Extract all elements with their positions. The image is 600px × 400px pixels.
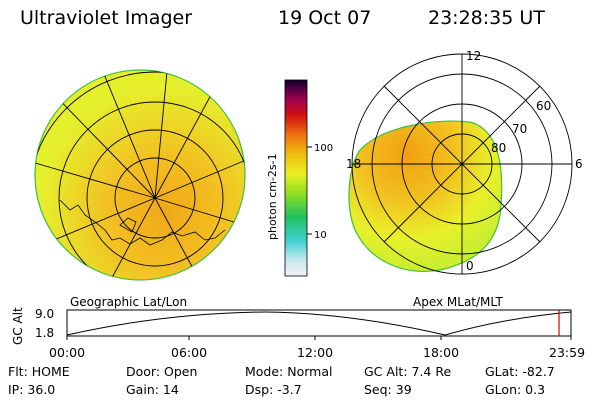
mlt-label-12: 12 bbox=[466, 49, 481, 63]
mlat-label-80: 80 bbox=[491, 141, 506, 155]
status-mode: Mode: Normal bbox=[245, 364, 333, 379]
mlat-label-70: 70 bbox=[512, 122, 527, 136]
altitude-ytick-1-8: 1.8 bbox=[35, 326, 54, 340]
earth-disk bbox=[34, 69, 246, 281]
mlt-label-6: 6 bbox=[575, 157, 583, 171]
status-dsp: Dsp: -3.7 bbox=[245, 382, 302, 397]
altitude-xtick-1800: 18:00 bbox=[423, 345, 460, 360]
status-glat: GLat: -82.7 bbox=[485, 364, 555, 379]
colorbar-tick-label-10: 10 bbox=[314, 230, 327, 241]
altitude-xtick-0000: 00:00 bbox=[49, 345, 86, 360]
observation-time: 23:28:35 UT bbox=[428, 7, 545, 29]
status-glon: GLon: 0.3 bbox=[485, 382, 546, 397]
altitude-curve bbox=[66, 311, 572, 336]
altitude-ytick-9: 9.0 bbox=[35, 307, 54, 321]
colorbar-gradient bbox=[284, 79, 308, 277]
mlt-label-0: 0 bbox=[466, 259, 474, 273]
status-flt: Flt: HOME bbox=[8, 364, 70, 379]
mlat-label-60: 60 bbox=[536, 99, 551, 113]
altitude-xtick-0600: 06:00 bbox=[171, 345, 208, 360]
altitude-plot: GC Alt 9.0 1.8 bbox=[11, 307, 572, 345]
instrument-title: Ultraviolet Imager bbox=[20, 7, 193, 29]
colorbar-tick-label-100: 100 bbox=[314, 143, 333, 154]
auroral-oval-image bbox=[348, 120, 503, 272]
altitude-xtick-1200: 12:00 bbox=[297, 345, 334, 360]
status-ip: IP: 36.0 bbox=[8, 382, 56, 397]
mlt-spokes bbox=[352, 54, 572, 274]
altitude-xtick-2359: 23:59 bbox=[549, 345, 586, 360]
status-door: Door: Open bbox=[126, 364, 198, 379]
mlt-label-18: 18 bbox=[346, 157, 361, 171]
observation-date: 19 Oct 07 bbox=[278, 7, 372, 29]
right-panel-caption: Apex MLat/MLT bbox=[413, 295, 503, 309]
altitude-ylabel: GC Alt bbox=[11, 307, 25, 345]
status-seq: Seq: 39 bbox=[364, 382, 412, 397]
magnetic-polar-plot: 12 18 6 0 60 70 80 bbox=[346, 49, 583, 275]
status-gain: Gain: 14 bbox=[126, 382, 179, 397]
colorbar: 100 10 photon cm-2s-1 bbox=[266, 79, 333, 277]
altitude-x-ticks bbox=[66, 336, 572, 340]
geographic-image bbox=[34, 69, 246, 281]
status-gc-alt: GC Alt: 7.4 Re bbox=[364, 364, 452, 379]
colorbar-unit-label: photon cm-2s-1 bbox=[266, 153, 279, 240]
left-panel-caption: Geographic Lat/Lon bbox=[70, 295, 188, 309]
